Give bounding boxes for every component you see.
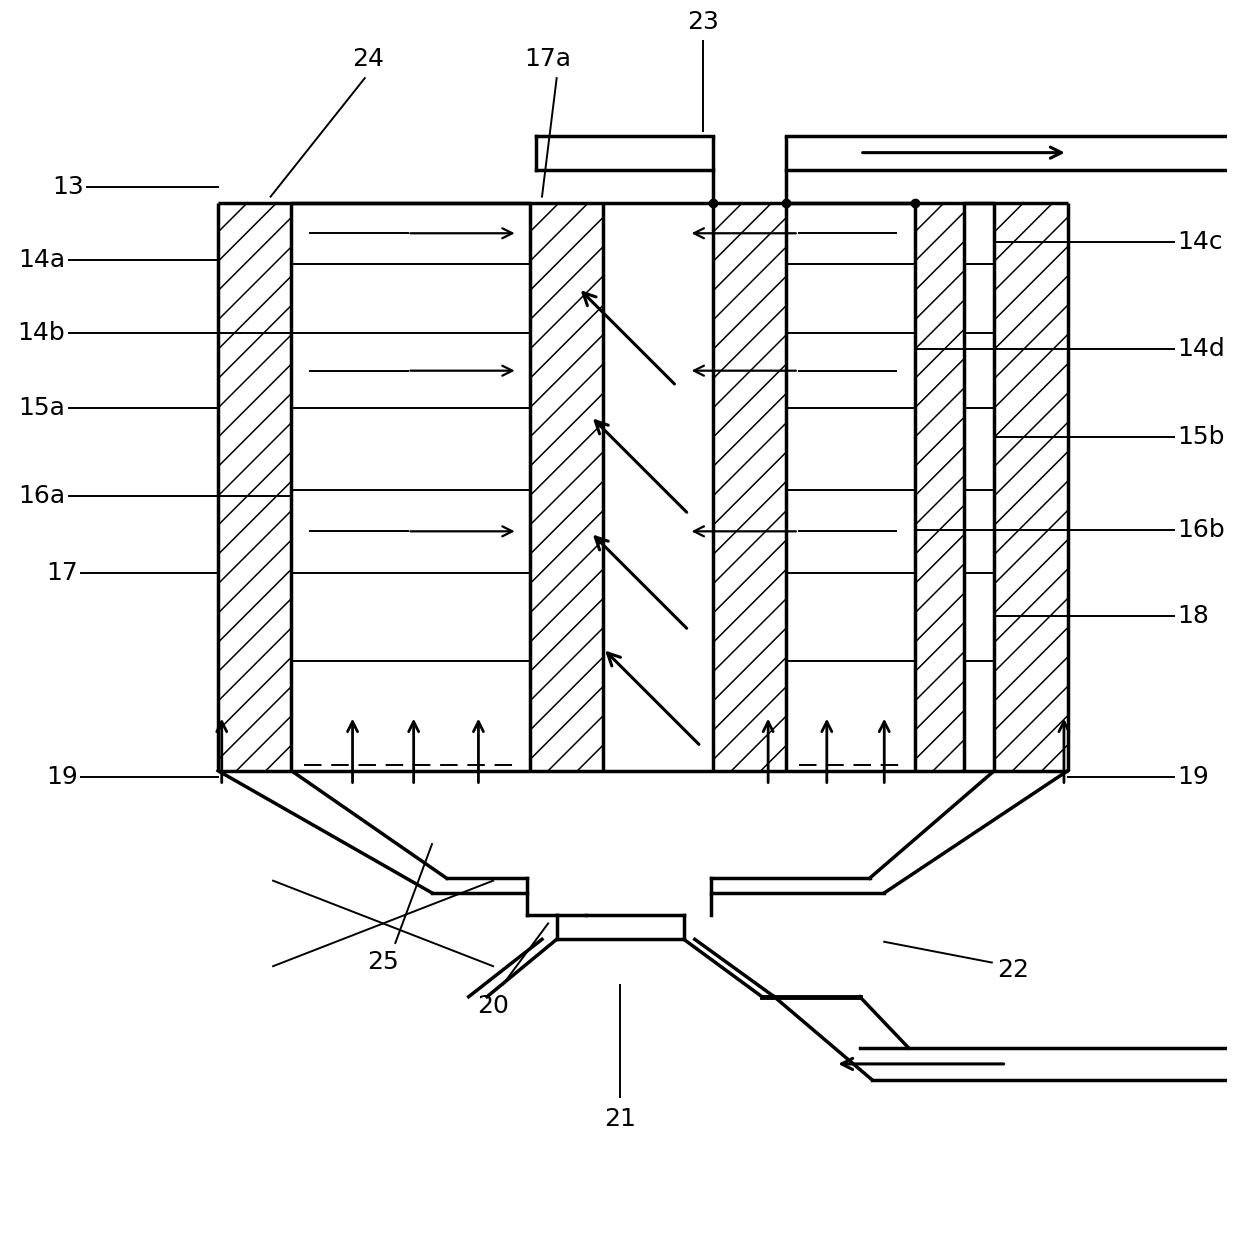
Text: 14a: 14a [19,248,66,272]
Text: 24: 24 [352,47,384,70]
Text: 18: 18 [1178,604,1209,628]
Text: 21: 21 [604,1107,636,1131]
Text: 17a: 17a [525,47,572,70]
Text: 15a: 15a [19,396,66,420]
Text: 13: 13 [52,175,83,199]
Text: 14b: 14b [17,322,66,345]
Text: 22: 22 [997,958,1029,981]
Text: 19: 19 [46,764,78,789]
Text: 17: 17 [46,561,78,584]
Text: 25: 25 [367,951,399,974]
Text: 20: 20 [477,994,510,1018]
Text: 14d: 14d [1178,338,1225,361]
Text: 16a: 16a [19,483,66,508]
Text: 16b: 16b [1178,518,1225,543]
Text: 15b: 15b [1178,425,1225,449]
Text: 23: 23 [687,10,719,35]
Text: 19: 19 [1178,764,1209,789]
Text: 14c: 14c [1178,229,1223,254]
